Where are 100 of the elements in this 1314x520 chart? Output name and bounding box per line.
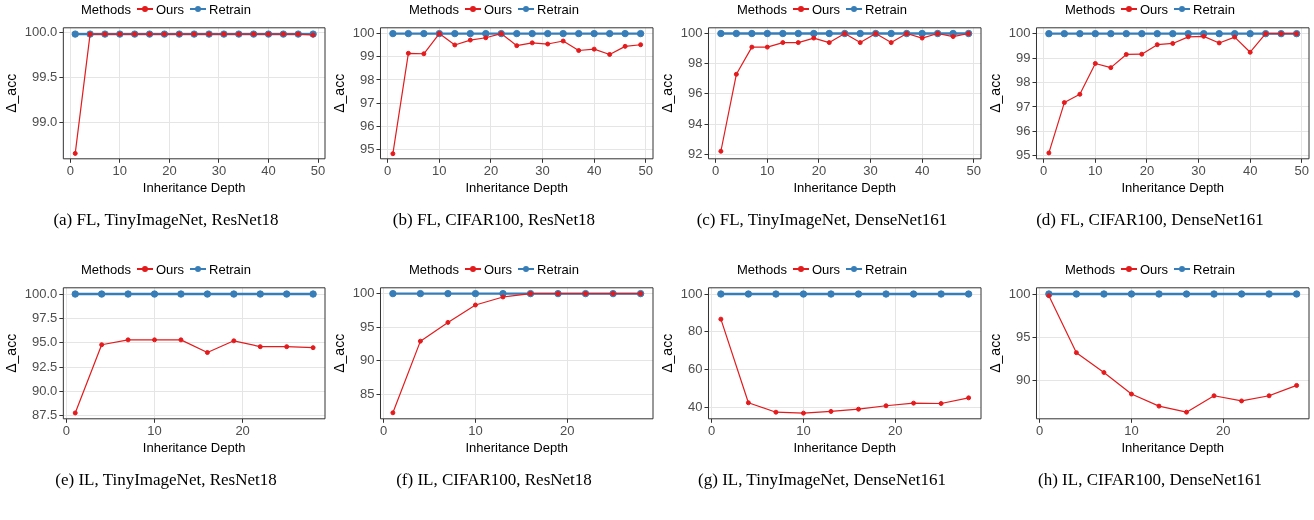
y-axis-title: Δ_acc bbox=[659, 73, 676, 113]
y-tick-label: 80 bbox=[688, 323, 703, 339]
y-tick-label: 95 bbox=[360, 318, 375, 334]
y-tick-label: 98 bbox=[1016, 74, 1031, 90]
legend-label: Retrain bbox=[865, 1, 907, 17]
y-tick-label: 40 bbox=[688, 398, 703, 414]
legend-label: Retrain bbox=[865, 261, 907, 277]
x-tick-label: 40 bbox=[1242, 163, 1258, 179]
y-axis-title: Δ_acc bbox=[3, 73, 20, 113]
legend-label: Ours bbox=[811, 1, 841, 17]
y-tick-label: 96 bbox=[360, 117, 375, 133]
text: (c) FL, TinyImageNet, DenseNet161 bbox=[695, 210, 949, 230]
legend-label: Retrain bbox=[209, 261, 251, 277]
x-tick-label: 10 bbox=[432, 163, 447, 179]
x-axis-title: Inheritance Depth bbox=[142, 439, 246, 455]
legend-label: Retrain bbox=[537, 1, 579, 17]
y-tick-label: 96 bbox=[1016, 123, 1031, 138]
x-tick-label: 20 bbox=[811, 163, 827, 179]
y-tick-label: 100.0 bbox=[24, 23, 58, 39]
legend-label: Retrain bbox=[537, 261, 579, 277]
x-tick-label: 10 bbox=[468, 423, 483, 439]
x-axis-title: Inheritance Depth bbox=[465, 179, 569, 195]
x-tick-label: 10 bbox=[147, 423, 162, 439]
x-tick-label: 20 bbox=[483, 163, 499, 179]
y-tick-label: 60 bbox=[688, 361, 703, 377]
y-tick-label: 90 bbox=[360, 352, 375, 368]
x-tick-label: 0 bbox=[1036, 423, 1044, 439]
x-tick-label: 20 bbox=[559, 423, 575, 439]
x-axis-title: Inheritance Depth bbox=[465, 439, 569, 455]
x-tick-label: 0 bbox=[380, 423, 388, 439]
x-tick-label: 10 bbox=[1124, 423, 1139, 439]
y-axis-title: Δ_acc bbox=[3, 333, 20, 373]
y-tick-label: 95 bbox=[360, 141, 375, 157]
x-tick-label: 20 bbox=[1139, 163, 1155, 179]
y-tick-label: 87.5 bbox=[32, 407, 58, 423]
y-tick-label: 95 bbox=[1016, 147, 1031, 163]
y-axis-title: Δ_acc bbox=[331, 73, 348, 113]
y-tick-label: 99 bbox=[360, 48, 375, 64]
x-tick-label: 0 bbox=[384, 163, 392, 179]
y-tick-label: 100 bbox=[680, 25, 703, 41]
legend-title: Methods bbox=[81, 1, 131, 17]
x-tick-label: 10 bbox=[760, 163, 775, 179]
text: (f) IL, CIFAR100, ResNet18 bbox=[395, 470, 593, 490]
y-tick-label: 100 bbox=[352, 285, 375, 301]
x-axis-title: Inheritance Depth bbox=[1121, 179, 1225, 195]
legend-label: Retrain bbox=[1193, 261, 1235, 277]
legend-title: Methods bbox=[409, 1, 459, 17]
y-tick-label: 99 bbox=[1016, 49, 1031, 65]
legend-label: Ours bbox=[1139, 1, 1169, 17]
x-tick-label: 50 bbox=[1294, 163, 1310, 179]
y-tick-label: 97.5 bbox=[32, 309, 58, 325]
legend-title: Methods bbox=[81, 261, 131, 277]
y-axis-title: Δ_acc bbox=[331, 333, 348, 373]
x-tick-label: 10 bbox=[796, 423, 811, 439]
x-tick-label: 50 bbox=[966, 163, 982, 179]
y-tick-label: 98 bbox=[688, 55, 703, 71]
y-tick-label: 92 bbox=[688, 145, 703, 161]
text: (d) FL, CIFAR100, DenseNet161 bbox=[1035, 210, 1265, 230]
y-tick-label: 95 bbox=[1016, 328, 1031, 344]
y-tick-label: 100 bbox=[1008, 25, 1031, 41]
x-tick-label: 20 bbox=[235, 423, 250, 439]
y-tick-label: 100 bbox=[352, 25, 375, 41]
x-tick-label: 30 bbox=[1191, 163, 1206, 179]
text: (e) IL, TinyImageNet, ResNet18 bbox=[54, 470, 278, 490]
legend-title: Methods bbox=[1065, 1, 1115, 17]
legend-label: Ours bbox=[1139, 261, 1169, 277]
x-tick-label: 50 bbox=[310, 163, 326, 179]
y-tick-label: 92.5 bbox=[32, 358, 58, 374]
text: (a) FL, TinyImageNet, ResNet18 bbox=[52, 210, 280, 230]
y-axis-title: Δ_acc bbox=[987, 333, 1004, 373]
text: (h) IL, CIFAR100, DenseNet161 bbox=[1037, 470, 1263, 490]
legend-label: Retrain bbox=[209, 1, 251, 17]
legend-title: Methods bbox=[737, 1, 787, 17]
x-tick-label: 0 bbox=[62, 423, 71, 439]
x-axis-title: Inheritance Depth bbox=[793, 439, 897, 455]
y-tick-label: 100 bbox=[680, 285, 703, 301]
text: (b) FL, CIFAR100, ResNet18 bbox=[391, 210, 597, 230]
x-tick-label: 10 bbox=[112, 163, 128, 179]
legend-label: Ours bbox=[483, 1, 513, 17]
y-tick-label: 99.5 bbox=[32, 68, 58, 84]
legend-title: Methods bbox=[1065, 261, 1115, 277]
y-tick-label: 100.0 bbox=[24, 285, 58, 301]
y-tick-label: 90 bbox=[1016, 371, 1031, 387]
legend-title: Methods bbox=[409, 261, 459, 277]
x-tick-label: 30 bbox=[863, 163, 878, 179]
x-tick-label: 40 bbox=[914, 163, 930, 179]
x-tick-label: 0 bbox=[1040, 163, 1048, 179]
y-tick-label: 95.0 bbox=[32, 334, 58, 350]
x-axis-title: Inheritance Depth bbox=[142, 179, 246, 195]
y-tick-label: 85 bbox=[360, 385, 375, 401]
x-tick-label: 30 bbox=[535, 163, 550, 179]
legend-label: Ours bbox=[155, 1, 185, 17]
legend-label: Ours bbox=[811, 261, 841, 277]
y-axis-title: Δ_acc bbox=[987, 73, 1004, 113]
y-tick-label: 97 bbox=[360, 94, 375, 110]
x-tick-label: 0 bbox=[66, 163, 74, 179]
y-tick-label: 94 bbox=[688, 115, 703, 131]
y-tick-label: 99.0 bbox=[32, 113, 58, 129]
y-axis-title: Δ_acc bbox=[659, 333, 676, 373]
x-axis-title: Inheritance Depth bbox=[793, 179, 897, 195]
